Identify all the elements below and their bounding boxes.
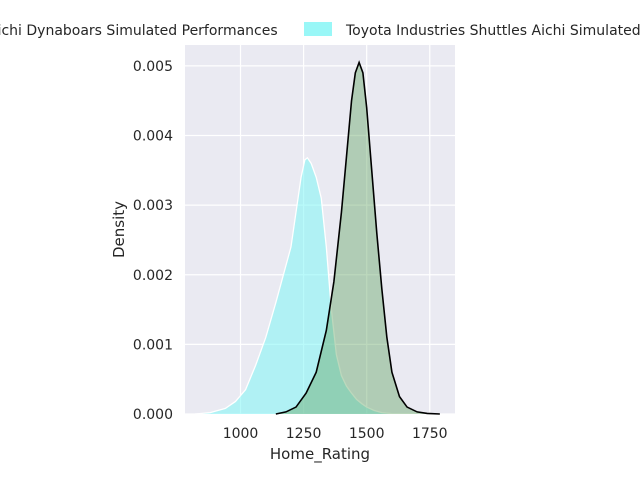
density-line-2: [275, 60, 440, 415]
x-tick-label: 1750: [412, 426, 448, 442]
legend-swatch: [304, 22, 332, 36]
y-tick-label: 0.005: [133, 59, 173, 75]
legend-label: Toyota Industries Shuttles Aichi Simulat…: [345, 23, 640, 39]
y-tick-label: 0.004: [133, 129, 173, 145]
density-area-2: [275, 62, 440, 414]
legend-label: Aichi Dynaboars Simulated Performances: [0, 23, 278, 39]
y-tick-label: 0.001: [133, 337, 173, 353]
density-area-1: [195, 157, 418, 415]
y-tick-label: 0.002: [133, 268, 173, 284]
y-axis-label: Density: [110, 201, 128, 258]
x-tick-label: 1000: [223, 426, 259, 442]
density-line-1: [195, 156, 418, 415]
density-areas: [195, 60, 440, 415]
legend: Aichi Dynaboars Simulated Performances To…: [0, 22, 640, 39]
x-tick-label: 1500: [349, 426, 385, 442]
x-tick-label: 1250: [286, 426, 322, 442]
y-tick-label: 0.003: [133, 198, 173, 214]
x-tick-labels: 1000 1250 1500 1750: [223, 426, 448, 442]
y-tick-label: 0.000: [133, 407, 173, 423]
y-tick-labels: 0.000 0.001 0.002 0.003 0.004 0.005: [133, 59, 173, 423]
x-axis-label: Home_Rating: [270, 445, 370, 464]
